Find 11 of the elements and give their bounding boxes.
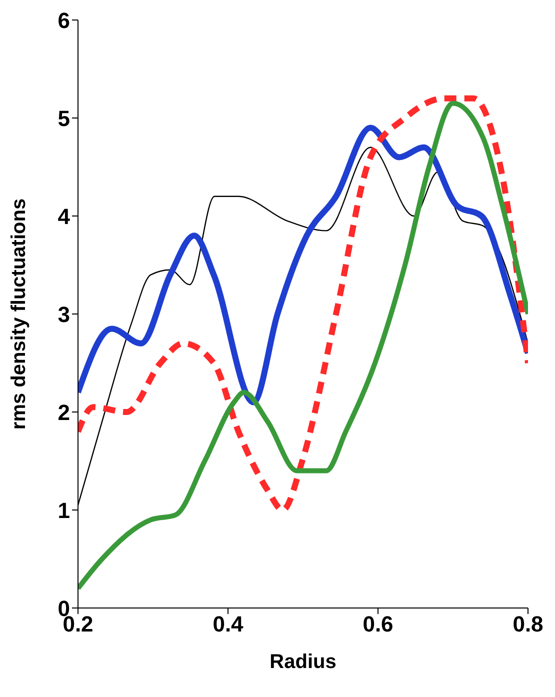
y-tick-label: 1 (58, 498, 70, 523)
x-tick-label: 0.8 (512, 612, 544, 637)
x-tick-label: 0.6 (362, 612, 394, 637)
y-axis-title: rms density fluctuations (8, 198, 30, 430)
y-tick-label: 4 (58, 204, 71, 229)
y-tick-label: 6 (58, 8, 70, 33)
y-tick-label: 3 (58, 302, 70, 327)
y-tick-label: 5 (58, 106, 70, 131)
x-tick-label: 0.4 (212, 612, 244, 637)
y-tick-label: 2 (58, 400, 70, 425)
x-axis-title: Radius (270, 651, 336, 673)
